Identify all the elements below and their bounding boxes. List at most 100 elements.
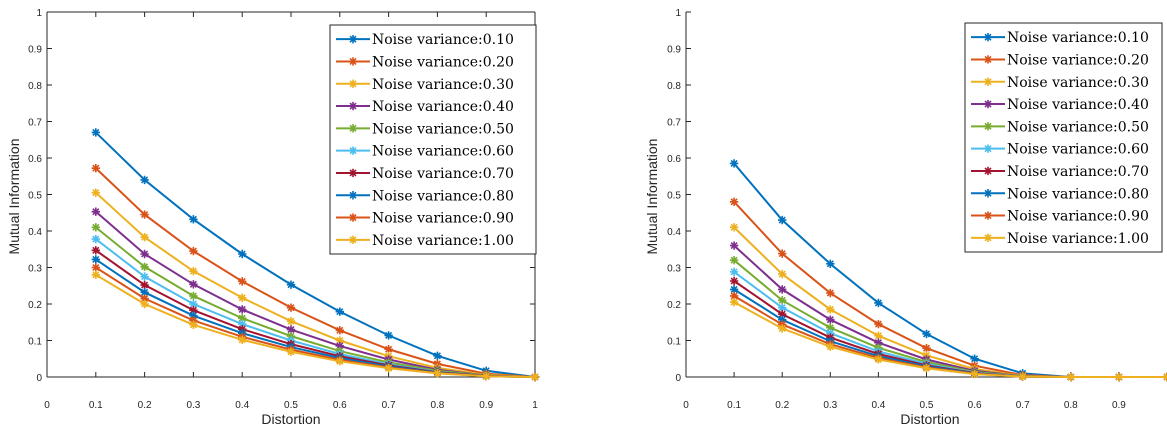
data-point xyxy=(189,246,198,256)
legend-marker xyxy=(348,34,358,44)
data-point xyxy=(729,285,739,294)
legend-item: Noise variance:0.30 xyxy=(971,75,1149,91)
data-point xyxy=(189,291,198,301)
series-10 xyxy=(91,270,540,382)
legend-item: Noise variance:0.70 xyxy=(336,166,514,182)
data-point xyxy=(189,280,198,289)
legend-item: Noise variance:0.40 xyxy=(971,97,1149,113)
data-point xyxy=(140,249,149,259)
data-point xyxy=(140,233,149,242)
legend-marker xyxy=(983,122,993,131)
y-tick-label: 0.7 xyxy=(28,118,42,129)
data-point xyxy=(286,316,296,326)
legend-item: Noise variance:0.50 xyxy=(336,121,514,137)
x-tick-label: 0.9 xyxy=(479,400,493,411)
data-point xyxy=(922,343,931,353)
data-point xyxy=(335,326,344,335)
chart-1: 0 0.1 0.2 0.3 0.4 0.5 0.6 0.7 0.8 0.9 1 0 0.1 0.2 0.3 0… xyxy=(6,8,540,427)
legend-item: Noise variance:0.80 xyxy=(336,188,514,204)
legend-marker xyxy=(348,79,358,88)
series-line xyxy=(95,266,536,378)
data-point xyxy=(140,294,149,303)
x-tick-label: 0.6 xyxy=(968,400,982,411)
x-tick-label: 0.4 xyxy=(235,400,249,411)
data-point xyxy=(1114,372,1124,382)
data-point xyxy=(922,329,931,339)
legend-label: Noise variance:0.70 xyxy=(372,166,514,182)
y-tick-label: 0.3 xyxy=(667,264,681,275)
data-point xyxy=(384,364,393,373)
series-4 xyxy=(729,241,1167,382)
data-point xyxy=(1066,372,1075,382)
data-point xyxy=(140,280,149,290)
x-tick-label: 0.9 xyxy=(1112,400,1126,411)
data-point xyxy=(1018,372,1027,381)
legend-label: Noise variance:0.90 xyxy=(372,211,514,227)
legend-item: Noise variance:0.40 xyxy=(336,99,514,115)
x-tick-label: 0.7 xyxy=(382,400,396,411)
y-tick-label: 0.6 xyxy=(28,154,42,165)
legend-marker xyxy=(983,189,993,198)
legend-label: Noise variance:0.30 xyxy=(372,77,514,93)
data-point xyxy=(778,324,787,333)
legend-label: Noise variance:1.00 xyxy=(1007,231,1149,247)
series-line xyxy=(95,191,536,378)
data-point xyxy=(826,329,835,338)
x-tick-label: 0.2 xyxy=(138,400,152,411)
legend-marker xyxy=(983,166,993,176)
y-tick-label: 0 xyxy=(675,373,681,384)
data-point xyxy=(826,342,835,351)
data-point xyxy=(238,277,247,286)
legend: Noise variance:0.10 Noise variance:0.20 No… xyxy=(964,22,1163,253)
x-tick-label: 0.4 xyxy=(871,400,885,411)
legend-marker xyxy=(348,101,358,111)
y-tick-label: 0.4 xyxy=(667,227,681,238)
y-tick-label: 0.5 xyxy=(667,191,681,202)
legend-label: Noise variance:0.60 xyxy=(1007,142,1149,158)
data-point xyxy=(91,164,100,173)
legend-marker xyxy=(348,168,358,178)
data-point xyxy=(335,341,344,351)
series-line xyxy=(95,167,536,378)
data-point xyxy=(140,272,149,281)
legend-marker xyxy=(983,55,993,64)
y-axis-label: Mutual Information xyxy=(6,139,22,255)
legend-item: Noise variance:0.80 xyxy=(971,186,1149,202)
data-point xyxy=(189,316,198,325)
data-point xyxy=(729,241,739,250)
x-axis-label: Distortion xyxy=(900,411,959,426)
legend-item: Noise variance:0.20 xyxy=(971,52,1149,68)
data-point xyxy=(729,159,739,168)
x-tick-label: 0 xyxy=(683,400,689,411)
data-point xyxy=(189,320,198,330)
series-6 xyxy=(91,234,540,382)
legend-label: Noise variance:0.20 xyxy=(1007,52,1149,68)
y-tick-label: 1 xyxy=(36,8,42,19)
x-tick-label: 0.5 xyxy=(920,400,934,411)
legend-box xyxy=(329,24,537,255)
data-point xyxy=(778,315,787,324)
x-tick-label: 0.7 xyxy=(1016,400,1030,411)
data-point xyxy=(238,305,247,314)
legend-marker xyxy=(983,99,993,109)
data-point xyxy=(530,372,540,382)
data-point xyxy=(729,291,739,301)
data-point xyxy=(729,276,739,286)
legend-marker xyxy=(348,213,358,222)
x-tick-label: 0.8 xyxy=(1064,400,1078,411)
data-point xyxy=(91,223,100,232)
data-point xyxy=(91,255,100,264)
data-point xyxy=(140,175,149,185)
y-tick-label: 0.9 xyxy=(667,45,681,56)
series-line xyxy=(733,259,1167,378)
data-point xyxy=(91,128,100,137)
data-point xyxy=(189,299,198,309)
legend-item: Noise variance:0.70 xyxy=(971,164,1149,180)
data-point xyxy=(826,305,835,314)
data-point xyxy=(778,296,787,305)
data-point xyxy=(970,354,979,363)
data-point xyxy=(874,355,883,364)
y-tick-label: 0.3 xyxy=(28,264,42,275)
